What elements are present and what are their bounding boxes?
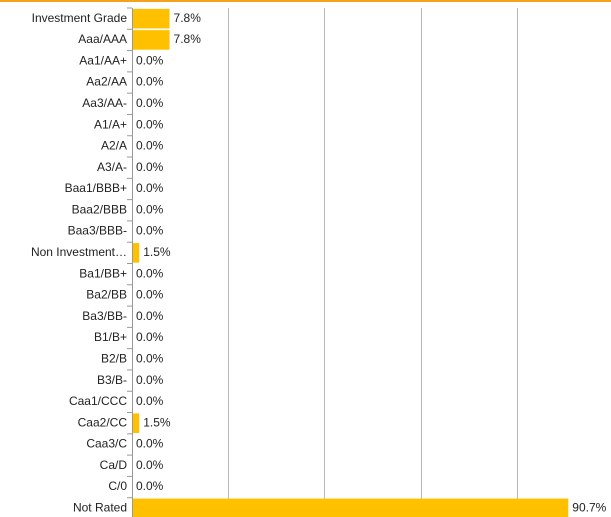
value-label: 7.8%	[174, 11, 202, 25]
category-label: Aaa/AAA	[78, 32, 127, 46]
category-label: Ba1/BB+	[79, 266, 127, 280]
value-label: 0.0%	[136, 373, 164, 387]
category-label: Caa2/CC	[78, 415, 128, 429]
value-label: 0.0%	[136, 309, 164, 323]
value-label: 0.0%	[136, 181, 164, 195]
category-label: Aa1/AA+	[79, 53, 127, 67]
category-label: Investment Grade	[32, 11, 128, 25]
category-label: A3/A-	[97, 160, 127, 174]
category-label: A2/A	[101, 139, 127, 153]
value-label: 0.0%	[136, 266, 164, 280]
bar	[132, 413, 140, 433]
category-label: Ba3/BB-	[82, 309, 127, 323]
category-label: Baa1/BBB+	[65, 181, 127, 195]
value-label: 7.8%	[174, 32, 202, 46]
category-label: Aa3/AA-	[82, 96, 127, 110]
value-label: 0.0%	[136, 53, 164, 67]
value-label: 0.0%	[136, 202, 164, 216]
category-label: Caa1/CCC	[69, 394, 127, 408]
category-label: C/0	[108, 479, 127, 493]
value-label: 0.0%	[136, 160, 164, 174]
category-label: Not Rated	[73, 501, 127, 515]
value-label: 0.0%	[136, 288, 164, 302]
category-label: A1/A+	[94, 117, 127, 131]
bar	[132, 243, 140, 263]
value-label: 1.5%	[143, 245, 171, 259]
value-label: 0.0%	[136, 479, 164, 493]
category-label: Caa3/C	[86, 437, 127, 451]
value-label: 0.0%	[136, 96, 164, 110]
category-label: B1/B+	[94, 330, 127, 344]
value-label: 0.0%	[136, 139, 164, 153]
category-label: Baa2/BBB	[72, 202, 127, 216]
category-label: B3/B-	[97, 373, 127, 387]
value-label: 0.0%	[136, 437, 164, 451]
category-label: Baa3/BBB-	[68, 224, 127, 238]
value-label: 0.0%	[136, 458, 164, 472]
category-label: B2/B	[101, 351, 127, 365]
value-label: 0.0%	[136, 394, 164, 408]
value-label: 0.0%	[136, 330, 164, 344]
bar	[132, 8, 170, 29]
value-label: 1.5%	[143, 415, 171, 429]
bar	[132, 498, 569, 517]
category-label: Ba2/BB	[86, 288, 127, 302]
value-label: 0.0%	[136, 224, 164, 238]
bar	[132, 30, 170, 50]
category-label: Ca/D	[100, 458, 128, 472]
category-label: Aa2/AA	[86, 75, 127, 89]
top-border	[0, 0, 611, 2]
value-label: 0.0%	[136, 75, 164, 89]
category-label: Non Investment…	[31, 245, 127, 259]
value-label: 90.7%	[572, 501, 606, 515]
value-label: 0.0%	[136, 351, 164, 365]
value-label: 0.0%	[136, 117, 164, 131]
